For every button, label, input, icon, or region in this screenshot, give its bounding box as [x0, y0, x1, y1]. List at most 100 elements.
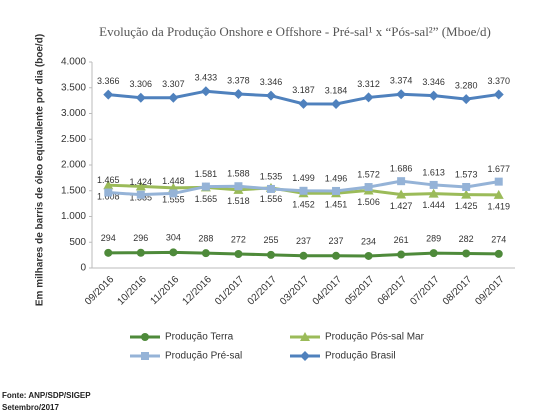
data-point [461, 94, 472, 105]
data-point [265, 90, 276, 101]
data-label: 3.306 [130, 79, 153, 89]
y-tick-label: 2.500 [61, 134, 86, 145]
y-tick-label: 1.500 [61, 185, 86, 196]
data-point [103, 180, 114, 190]
data-point [494, 177, 503, 186]
data-point [233, 89, 244, 100]
data-point [136, 248, 145, 257]
legend-marker [141, 333, 149, 341]
data-label: 1.535 [260, 171, 283, 181]
data-label: 288 [198, 234, 213, 244]
y-tick-label: 3.500 [61, 82, 86, 93]
data-label: 1.451 [325, 200, 348, 210]
data-point [396, 89, 407, 100]
data-point [397, 177, 406, 186]
y-axis-label: Em milhares de barris de óleo equivalent… [35, 34, 46, 306]
data-label: 237 [296, 236, 311, 246]
data-point [135, 92, 146, 103]
legend-label: Produção Pré-sal [165, 351, 242, 362]
data-point [429, 180, 438, 189]
data-point [397, 250, 406, 259]
data-point [299, 251, 308, 260]
y-tick-label: 4.000 [61, 57, 86, 68]
source: Fonte: ANP/SDP/SIGEP [2, 391, 91, 400]
x-tick-label: 09/2016 [83, 274, 117, 308]
x-tick-label: 07/2017 [408, 274, 442, 308]
data-label: 272 [231, 234, 246, 244]
data-point [169, 189, 178, 198]
data-label: 304 [166, 233, 181, 243]
data-label: 3.280 [455, 80, 478, 90]
data-label: 3.307 [162, 79, 185, 89]
data-label: 3.187 [292, 85, 315, 95]
y-tick-label: 500 [69, 237, 86, 248]
data-point [299, 186, 308, 195]
data-point [332, 186, 341, 195]
data-label: 289 [426, 233, 441, 243]
legend-marker [141, 352, 149, 360]
x-tick-label: 05/2017 [343, 274, 377, 308]
x-tick-label: 02/2017 [246, 274, 280, 308]
data-point [266, 250, 275, 259]
data-label: 294 [101, 233, 116, 243]
data-label: 1.588 [227, 169, 250, 179]
data-point [331, 99, 342, 110]
y-tick-label: 0 [80, 263, 86, 274]
data-point [234, 182, 243, 191]
data-label: 296 [133, 233, 148, 243]
data-label: 1.499 [292, 173, 315, 183]
data-point [429, 249, 438, 258]
data-point [462, 182, 471, 191]
x-tick-label: 10/2016 [115, 274, 149, 308]
y-tick-label: 3.000 [61, 108, 86, 119]
data-point [298, 98, 309, 109]
data-point [168, 92, 179, 103]
data-label: 1.572 [357, 169, 380, 179]
data-label: 1.565 [195, 194, 218, 204]
legend-label: Produção Pós-sal Mar [325, 332, 425, 343]
data-label: 261 [394, 235, 409, 245]
chart-title: Evolução da Produção Onshore e Offshore … [99, 24, 491, 39]
legend-marker [300, 351, 310, 361]
data-label: 1.448 [162, 176, 185, 186]
data-label: 1.573 [455, 169, 478, 179]
y-tick-label: 2.000 [61, 160, 86, 171]
x-tick-label: 04/2017 [311, 274, 345, 308]
data-point [201, 249, 210, 258]
x-tick-label: 11/2016 [149, 274, 182, 307]
x-tick-label: 12/2016 [181, 274, 215, 308]
data-point [461, 189, 472, 199]
data-point [266, 184, 275, 193]
data-point [136, 190, 145, 199]
data-label: 1.444 [422, 200, 445, 210]
data-point [364, 251, 373, 260]
date: Setembro/2017 [2, 403, 59, 412]
data-label: 3.374 [390, 76, 413, 86]
data-point [234, 249, 243, 258]
x-tick-label: 06/2017 [376, 274, 410, 308]
data-point [363, 92, 374, 103]
data-point [428, 188, 439, 198]
data-point [428, 90, 439, 101]
data-label: 1.686 [390, 164, 413, 174]
data-point [462, 249, 471, 258]
data-label: 3.433 [195, 73, 218, 83]
data-label: 1.581 [195, 169, 218, 179]
data-point [494, 249, 503, 258]
data-label: 1.506 [357, 197, 380, 207]
legend-label: Produção Terra [165, 332, 234, 343]
data-label: 3.378 [227, 75, 250, 85]
data-label: 3.346 [260, 77, 283, 87]
data-point [201, 182, 210, 191]
data-label: 1.427 [390, 201, 413, 211]
data-point [332, 251, 341, 260]
legend-marker [300, 332, 310, 341]
data-label: 1.424 [130, 177, 153, 187]
data-label: 3.370 [487, 76, 510, 86]
data-point [104, 248, 113, 257]
legend-label: Produção Brasil [325, 351, 396, 362]
data-label: 234 [361, 236, 376, 246]
data-point [103, 89, 114, 100]
y-tick-label: 1.000 [61, 211, 86, 222]
